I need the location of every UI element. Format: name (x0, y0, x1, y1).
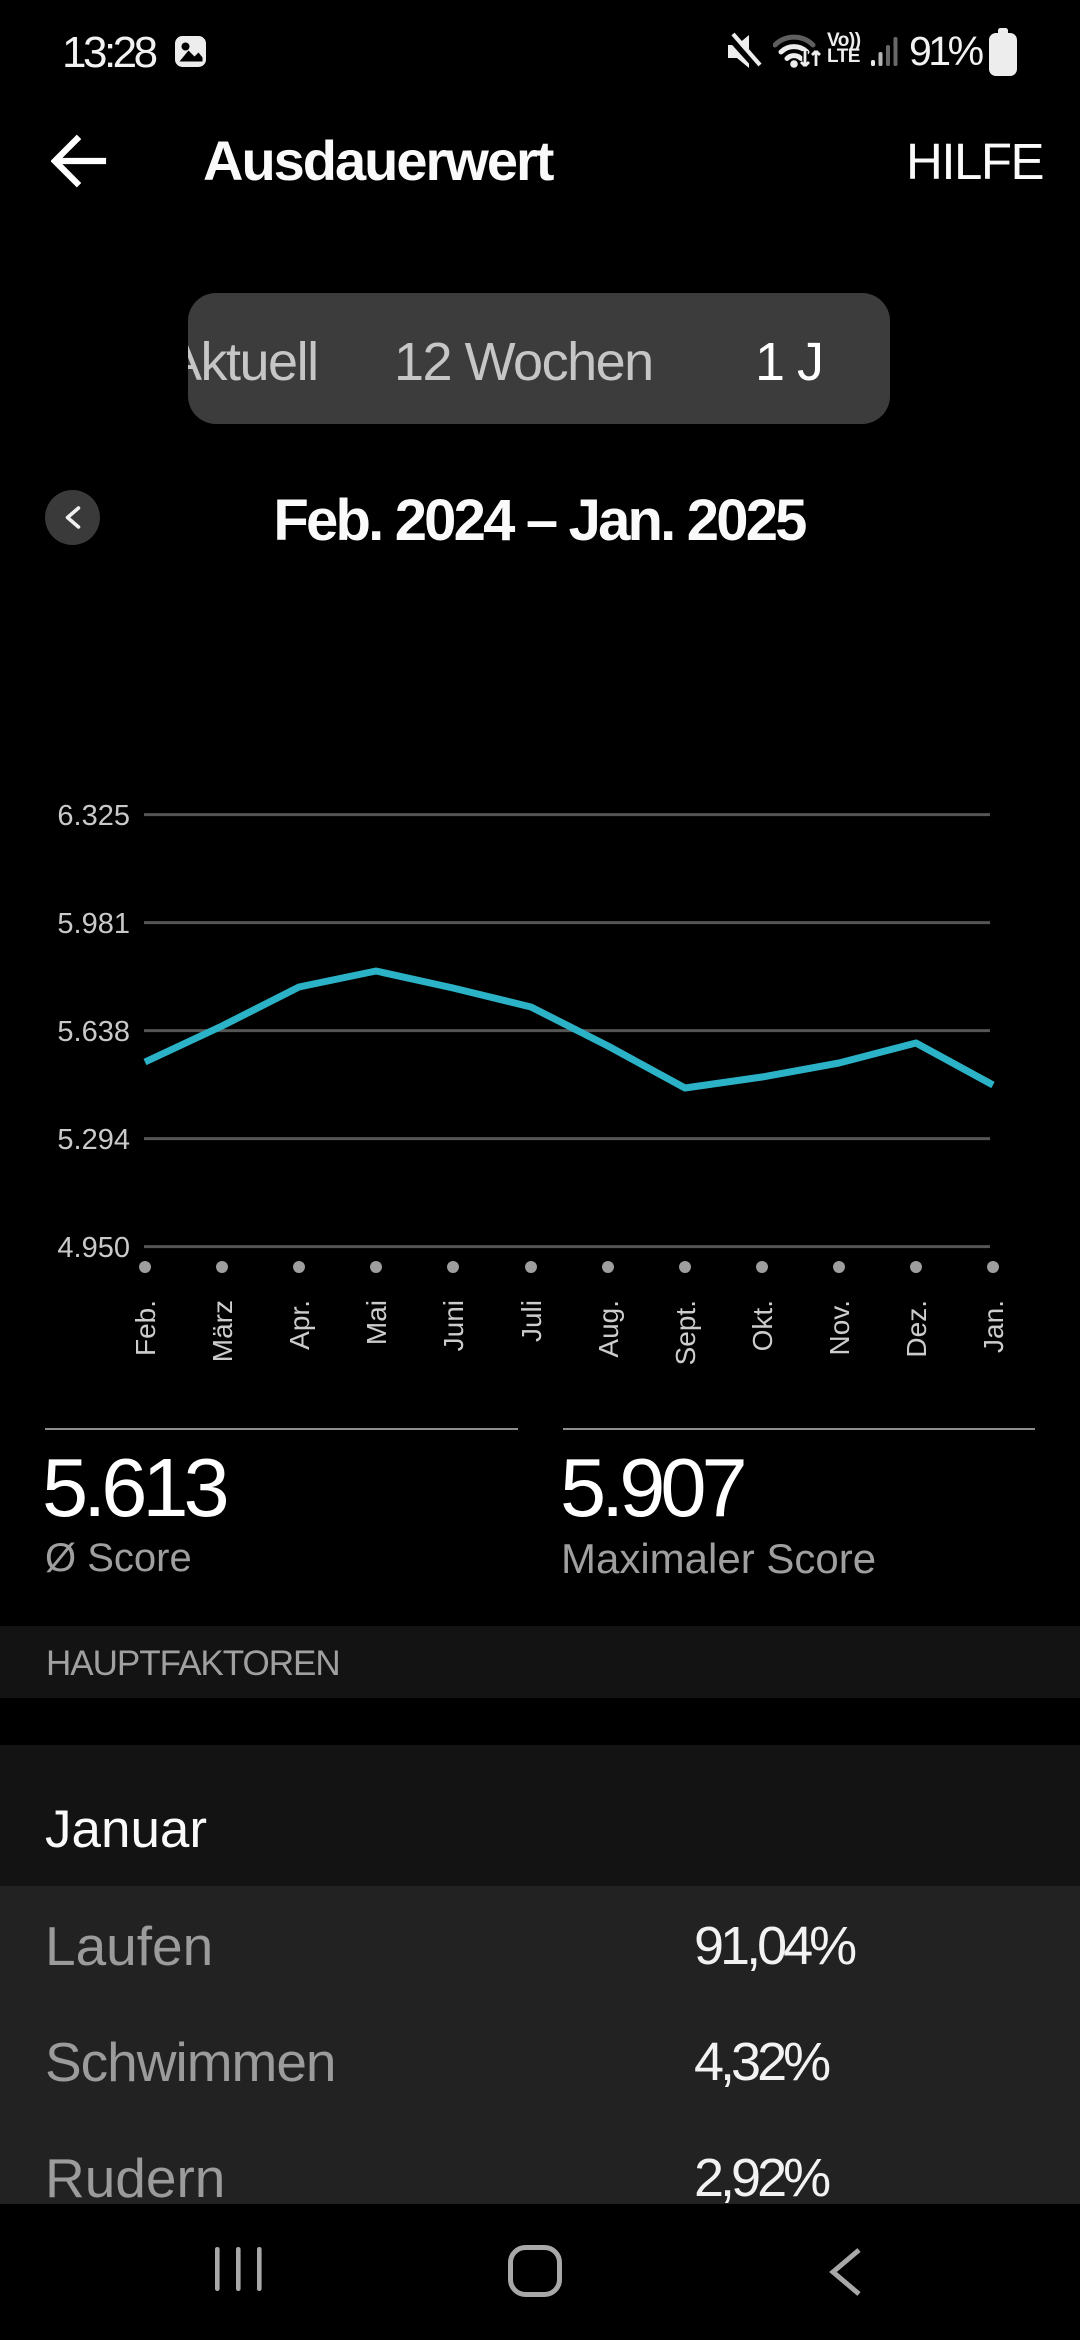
svg-text:März: März (207, 1300, 238, 1362)
svg-text:Dez.: Dez. (901, 1300, 932, 1358)
svg-text:Apr.: Apr. (284, 1300, 315, 1350)
svg-text:Juni: Juni (438, 1300, 469, 1351)
svg-text:5.638: 5.638 (57, 1016, 130, 1048)
svg-text:5.294: 5.294 (57, 1124, 130, 1156)
svg-text:Sept.: Sept. (670, 1300, 701, 1365)
svg-text:Mai: Mai (361, 1300, 392, 1345)
svg-text:6.325: 6.325 (57, 800, 130, 832)
svg-text:Jan.: Jan. (978, 1300, 1009, 1353)
svg-text:Feb.: Feb. (130, 1300, 161, 1356)
svg-text:Okt.: Okt. (747, 1300, 778, 1351)
svg-text:4.950: 4.950 (57, 1232, 130, 1264)
svg-text:Juli: Juli (516, 1300, 547, 1342)
svg-text:Aug.: Aug. (593, 1300, 624, 1358)
svg-text:Nov.: Nov. (824, 1300, 855, 1356)
svg-text:5.981: 5.981 (57, 908, 130, 940)
